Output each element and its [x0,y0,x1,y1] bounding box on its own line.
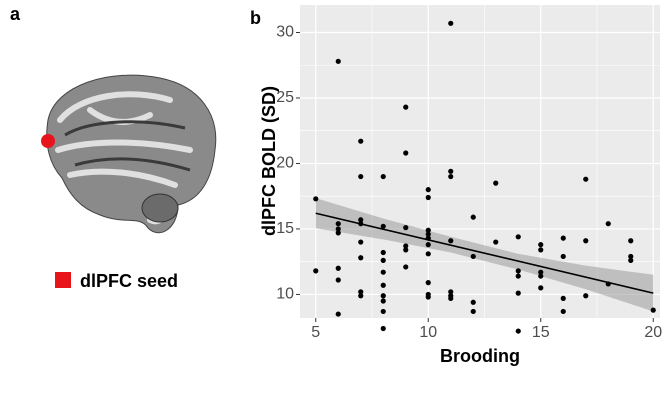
data-point [381,298,386,303]
x-axis-title: Brooding [440,346,520,366]
data-point [471,300,476,305]
brain-image [47,75,216,233]
data-point [583,238,588,243]
data-point [381,258,386,263]
data-point [381,174,386,179]
data-point [336,311,341,316]
x-tick-label: 5 [311,324,320,341]
data-point [381,309,386,314]
data-point [516,268,521,273]
data-point [403,225,408,230]
data-point [561,236,566,241]
data-point [358,239,363,244]
data-point [538,285,543,290]
data-point [448,296,453,301]
data-point [336,266,341,271]
data-point [516,234,521,239]
legend-swatch [55,272,71,288]
data-point [336,221,341,226]
data-point [426,195,431,200]
data-point [381,270,386,275]
y-tick-label: 10 [276,286,294,303]
y-tick-label: 30 [276,24,294,41]
y-tick-label: 20 [276,155,294,172]
data-point [516,291,521,296]
data-point [381,283,386,288]
data-point [538,273,543,278]
data-point [538,242,543,247]
data-point [448,21,453,26]
legend-label: dlPFC seed [80,271,178,291]
data-point [471,254,476,259]
data-point [381,326,386,331]
data-point [381,293,386,298]
data-point [606,221,611,226]
data-point [583,177,588,182]
seed-marker [41,134,55,148]
data-point [516,328,521,333]
data-point [448,238,453,243]
data-point [493,181,498,186]
data-point [336,230,341,235]
x-tick-label: 20 [644,324,662,341]
data-point [426,294,431,299]
data-point [561,254,566,259]
panel-label: b [250,8,261,28]
data-point [471,215,476,220]
data-point [358,255,363,260]
data-point [426,280,431,285]
data-point [538,247,543,252]
data-point [313,196,318,201]
y-tick-label: 15 [276,220,294,237]
x-tick-label: 10 [419,324,437,341]
data-point [403,264,408,269]
data-point [561,309,566,314]
data-point [358,139,363,144]
data-point [336,59,341,64]
data-point [628,258,633,263]
data-point [358,293,363,298]
data-point [471,309,476,314]
data-point [336,277,341,282]
data-point [426,187,431,192]
data-point [561,296,566,301]
y-tick-label: 25 [276,89,294,106]
data-point [403,247,408,252]
data-point [516,273,521,278]
data-point [313,268,318,273]
data-point [403,105,408,110]
x-tick-label: 15 [532,324,550,341]
figure: a dlPFC seed b dlPFC BOLD (SD) Brooding … [0,0,667,395]
data-point [381,250,386,255]
data-point [493,239,498,244]
data-point [426,251,431,256]
data-point [583,293,588,298]
data-point [628,238,633,243]
data-point [358,174,363,179]
panel-label: a [10,4,21,24]
data-point [403,150,408,155]
data-point [651,308,656,313]
data-point [448,169,453,174]
data-point [448,174,453,179]
data-point [426,242,431,247]
